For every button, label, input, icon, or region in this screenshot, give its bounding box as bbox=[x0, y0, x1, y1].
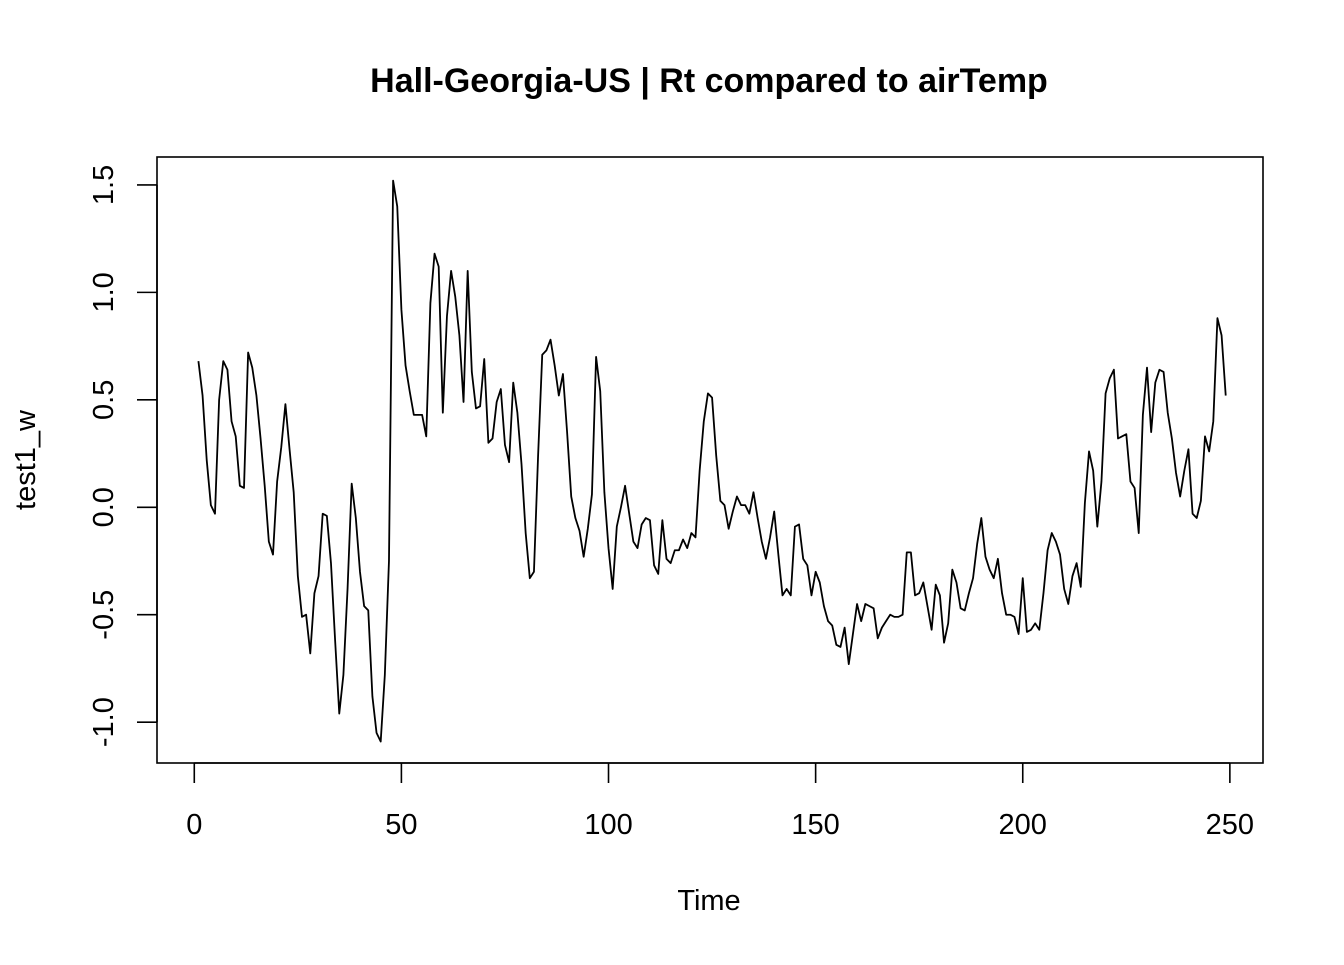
x-axis: 0 50 100 150 200 250 bbox=[186, 762, 1254, 841]
chart-title: Hall-Georgia-US | Rt compared to airTemp bbox=[370, 62, 1048, 100]
x-tick-label: 100 bbox=[584, 809, 632, 841]
series-line bbox=[197, 179, 1227, 743]
y-axis-label: test1_w bbox=[10, 409, 42, 510]
x-tick-label: 150 bbox=[791, 809, 839, 841]
y-tick-label: 0.5 bbox=[88, 380, 120, 420]
x-tick-label: 250 bbox=[1206, 809, 1254, 841]
y-tick-label: 1.5 bbox=[88, 165, 120, 205]
y-tick-label: 0.0 bbox=[88, 487, 120, 527]
x-tick-label: 0 bbox=[186, 809, 202, 841]
plot-area-frame bbox=[156, 156, 1264, 764]
y-tick-label: 1.0 bbox=[88, 272, 120, 312]
y-tick-label: -0.5 bbox=[88, 590, 120, 640]
x-tick-label: 50 bbox=[385, 809, 417, 841]
x-tick-label: 200 bbox=[999, 809, 1047, 841]
y-axis: -1.0 -0.5 0.0 0.5 1.0 1.5 bbox=[88, 165, 158, 747]
series-layer bbox=[197, 179, 1227, 743]
y-tick-label: -1.0 bbox=[88, 697, 120, 747]
x-axis-label: Time bbox=[677, 885, 740, 917]
